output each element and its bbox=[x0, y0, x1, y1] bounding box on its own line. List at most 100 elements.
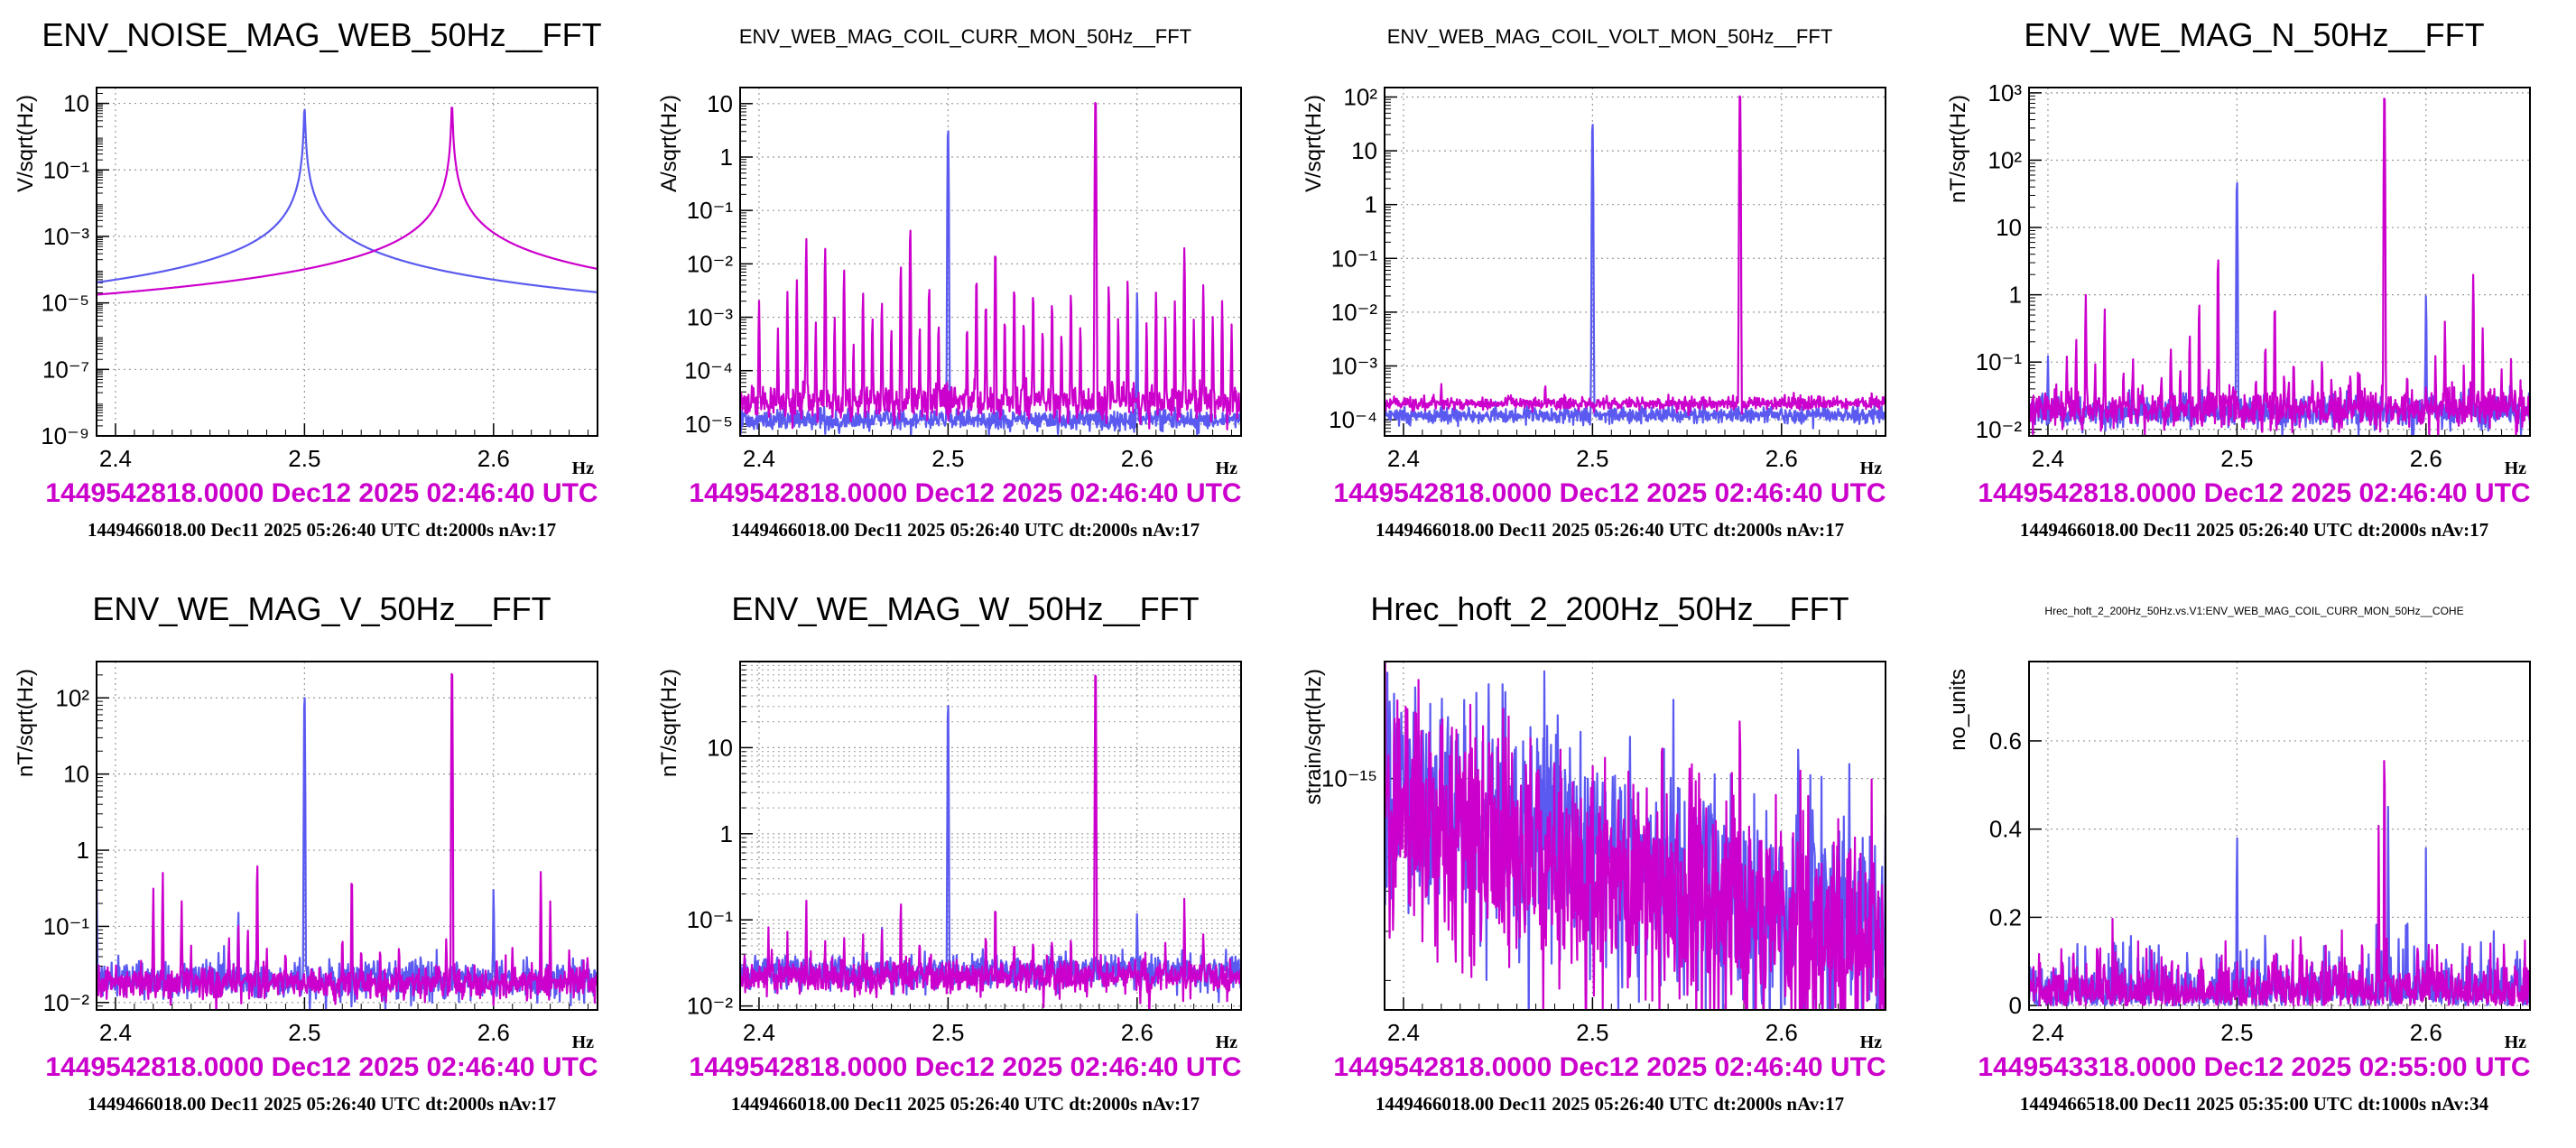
x-axis-label: Hz bbox=[572, 458, 595, 478]
current-series-line bbox=[97, 106, 598, 296]
y-axis-label: V/sqrt(Hz) bbox=[1302, 95, 1326, 192]
reference-info: 1449466018.00 Dec11 2025 05:26:40 UTC dt… bbox=[1375, 519, 1845, 541]
x-tick-label: 2.4 bbox=[743, 445, 775, 472]
y-tick-label: 10 bbox=[1351, 137, 1377, 164]
plot-title: ENV_WEB_MAG_COIL_VOLT_MON_50Hz__FFT bbox=[1386, 25, 1833, 48]
reference-info: 1449466018.00 Dec11 2025 05:26:40 UTC dt… bbox=[730, 1093, 1200, 1115]
current-series-line bbox=[1385, 662, 1886, 1010]
y-tick-label: 10⁻³ bbox=[687, 304, 734, 331]
plot-panel: ENV_WE_MAG_W_50Hz__FFT 10⁻² 10⁻¹ 1 10 2.4 2.5 2… bbox=[644, 574, 1287, 1148]
plot-title: ENV_NOISE_MAG_WEB_50Hz__FFT bbox=[42, 16, 602, 53]
y-tick-label: 1 bbox=[720, 144, 733, 171]
y-tick-label: 0 bbox=[2009, 992, 2022, 1019]
y-tick-label: 10⁻⁵ bbox=[685, 411, 733, 438]
y-tick-label: 10⁻² bbox=[1331, 299, 1378, 326]
x-tick-label: 2.4 bbox=[99, 1019, 132, 1046]
plot-area: 10⁻² 10⁻¹ 1 10 2.4 2.5 2.6 Hz nT/sqrt(Hz) bbox=[657, 661, 1242, 1052]
plot-area: 10⁻⁵ 10⁻⁴ 10⁻³ 10⁻² 10⁻¹ 1 10 2.4 2.5 2.6 Hz A/sqrt… bbox=[657, 87, 1242, 478]
y-tick-label: 10 bbox=[1996, 214, 2022, 241]
x-tick-label: 2.6 bbox=[1121, 1019, 1154, 1046]
y-tick-label: 10⁻¹ bbox=[687, 906, 734, 933]
plot-title: ENV_WE_MAG_W_50Hz__FFT bbox=[731, 590, 1200, 627]
x-tick-label: 2.4 bbox=[1387, 445, 1420, 472]
plot-panel: ENV_NOISE_MAG_WEB_50Hz__FFT 10⁻⁹ 10⁻⁷ 10⁻⁵ 1… bbox=[0, 0, 644, 574]
current-series-line bbox=[97, 672, 598, 1010]
y-tick-label: 10⁻³ bbox=[1331, 352, 1378, 379]
current-series-line bbox=[740, 102, 1241, 430]
y-tick-label: 10⁻¹ bbox=[43, 156, 90, 183]
y-tick-label: 10³ bbox=[1988, 79, 2022, 106]
x-tick-label: 2.6 bbox=[1765, 445, 1798, 472]
x-tick-label: 2.5 bbox=[2220, 445, 2253, 472]
x-tick-label: 2.5 bbox=[288, 1019, 320, 1046]
x-tick-label: 2.6 bbox=[2410, 445, 2442, 472]
reference-info: 1449466018.00 Dec11 2025 05:26:40 UTC dt… bbox=[87, 519, 557, 541]
y-tick-label: 1 bbox=[720, 820, 733, 847]
x-tick-label: 2.5 bbox=[1576, 1019, 1608, 1046]
y-tick-label: 10⁻⁷ bbox=[42, 356, 89, 383]
y-axis-label: no_units bbox=[1946, 669, 1970, 751]
y-tick-label: 10 bbox=[707, 90, 733, 117]
reference-info: 1449466518.00 Dec11 2025 05:35:00 UTC dt… bbox=[2019, 1093, 2489, 1115]
x-axis-label: Hz bbox=[1216, 1032, 1238, 1052]
x-tick-label: 2.6 bbox=[2410, 1019, 2442, 1046]
reference-info: 1449466018.00 Dec11 2025 05:26:40 UTC dt… bbox=[2019, 519, 2489, 541]
y-tick-label: 1 bbox=[2009, 282, 2022, 309]
x-axis-label: Hz bbox=[1216, 458, 1238, 478]
plot-panel: ENV_WE_MAG_V_50Hz__FFT 10⁻² 10⁻¹ 1 10 10² 2.4 2… bbox=[0, 574, 644, 1148]
plot-timestamp: 1449542818.0000 Dec12 2025 02:46:40 UTC bbox=[1333, 1052, 1886, 1082]
y-tick-label: 10⁻² bbox=[43, 989, 90, 1016]
plot-title: ENV_WE_MAG_N_50Hz__FFT bbox=[2024, 16, 2485, 53]
y-tick-label: 10⁻¹ bbox=[687, 197, 734, 224]
plot-area: 10⁻⁴ 10⁻³ 10⁻² 10⁻¹ 1 10 10² 2.4 2.5 2.6 Hz V/sqrt(… bbox=[1302, 83, 1886, 478]
y-tick-label: 10² bbox=[55, 684, 89, 711]
plot-panel: Hrec_hoft_2_200Hz_50Hz__FFT 10⁻¹⁵ 2.4 2.5 2.… bbox=[1288, 574, 1932, 1148]
plot-panel: ENV_WEB_MAG_COIL_CURR_MON_50Hz__FFT 10⁻⁵ 1… bbox=[644, 0, 1287, 574]
plot-title: ENV_WE_MAG_V_50Hz__FFT bbox=[92, 590, 551, 627]
x-tick-label: 2.5 bbox=[2220, 1019, 2253, 1046]
x-tick-label: 2.6 bbox=[477, 445, 510, 472]
current-series-line bbox=[2029, 97, 2530, 436]
plot-area: 10⁻² 10⁻¹ 1 10 10² 10³ 2.4 2.5 2.6 Hz nT/sqrt(Hz) bbox=[1946, 79, 2531, 478]
y-axis-label: nT/sqrt(Hz) bbox=[1946, 95, 1970, 203]
y-tick-label: 10⁻¹ bbox=[1331, 245, 1378, 272]
y-tick-label: 0.2 bbox=[1989, 903, 2022, 930]
x-axis-label: Hz bbox=[2505, 1032, 2527, 1052]
y-tick-label: 10² bbox=[1988, 146, 2022, 173]
plot-area: 10⁻² 10⁻¹ 1 10 10² 2.4 2.5 2.6 Hz nT/sqrt(Hz) bbox=[14, 661, 598, 1052]
plot-timestamp: 1449542818.0000 Dec12 2025 02:46:40 UTC bbox=[1333, 478, 1886, 508]
y-tick-label: 10⁻¹ bbox=[43, 912, 90, 940]
plot-area: 10⁻¹⁵ 2.4 2.5 2.6 Hz strain/sqrt(Hz) bbox=[1302, 661, 1886, 1052]
current-series-line bbox=[740, 674, 1241, 1010]
y-axis-label: A/sqrt(Hz) bbox=[657, 95, 681, 192]
plot-area: 0 0.2 0.4 0.6 2.4 2.5 2.6 Hz no_units bbox=[1946, 661, 2531, 1052]
reference-info: 1449466018.00 Dec11 2025 05:26:40 UTC dt… bbox=[730, 519, 1200, 541]
x-tick-label: 2.5 bbox=[931, 445, 964, 472]
current-series-line bbox=[2029, 760, 2530, 1007]
x-tick-label: 2.5 bbox=[288, 445, 320, 472]
y-tick-label: 10⁻⁴ bbox=[684, 357, 733, 384]
plot-panel: Hrec_hoft_2_200Hz_50Hz.vs.V1:ENV_WEB_MAG… bbox=[1932, 574, 2576, 1148]
plot-area: 10⁻⁹ 10⁻⁷ 10⁻⁵ 10⁻³ 10⁻¹ 10 2.4 2.5 2.6 Hz V/sqrt(… bbox=[14, 87, 598, 478]
plot-panel: ENV_WE_MAG_N_50Hz__FFT 10⁻² 10⁻¹ 1 10 10² 10³ 2… bbox=[1932, 0, 2576, 574]
x-tick-label: 2.4 bbox=[2032, 1019, 2064, 1046]
plot-panel: ENV_WEB_MAG_COIL_VOLT_MON_50Hz__FFT 10⁻⁴ 1… bbox=[1288, 0, 1932, 574]
y-tick-label: 10² bbox=[1343, 83, 1377, 110]
plot-title: Hrec_hoft_2_200Hz_50Hz__FFT bbox=[1370, 590, 1849, 627]
plot-timestamp: 1449542818.0000 Dec12 2025 02:46:40 UTC bbox=[1978, 478, 2531, 508]
y-tick-label: 10⁻¹⁵ bbox=[1321, 765, 1377, 792]
y-tick-label: 10⁻³ bbox=[43, 223, 90, 250]
y-tick-label: 10⁻² bbox=[1976, 416, 2023, 443]
y-tick-label: 10⁻² bbox=[687, 993, 734, 1020]
plot-timestamp: 1449542818.0000 Dec12 2025 02:46:40 UTC bbox=[689, 478, 1242, 508]
x-axis-label: Hz bbox=[2505, 458, 2527, 478]
plot-title: Hrec_hoft_2_200Hz_50Hz.vs.V1:ENV_WEB_MAG… bbox=[2044, 605, 2464, 617]
x-tick-label: 2.4 bbox=[1387, 1019, 1420, 1046]
plot-timestamp: 1449542818.0000 Dec12 2025 02:46:40 UTC bbox=[689, 1052, 1242, 1082]
y-tick-label: 10⁻⁹ bbox=[41, 422, 89, 449]
x-axis-label: Hz bbox=[1860, 458, 1883, 478]
y-tick-label: 10 bbox=[63, 761, 89, 788]
y-tick-label: 0.4 bbox=[1989, 816, 2022, 843]
y-tick-label: 10 bbox=[707, 734, 733, 761]
x-tick-label: 2.4 bbox=[2032, 445, 2064, 472]
